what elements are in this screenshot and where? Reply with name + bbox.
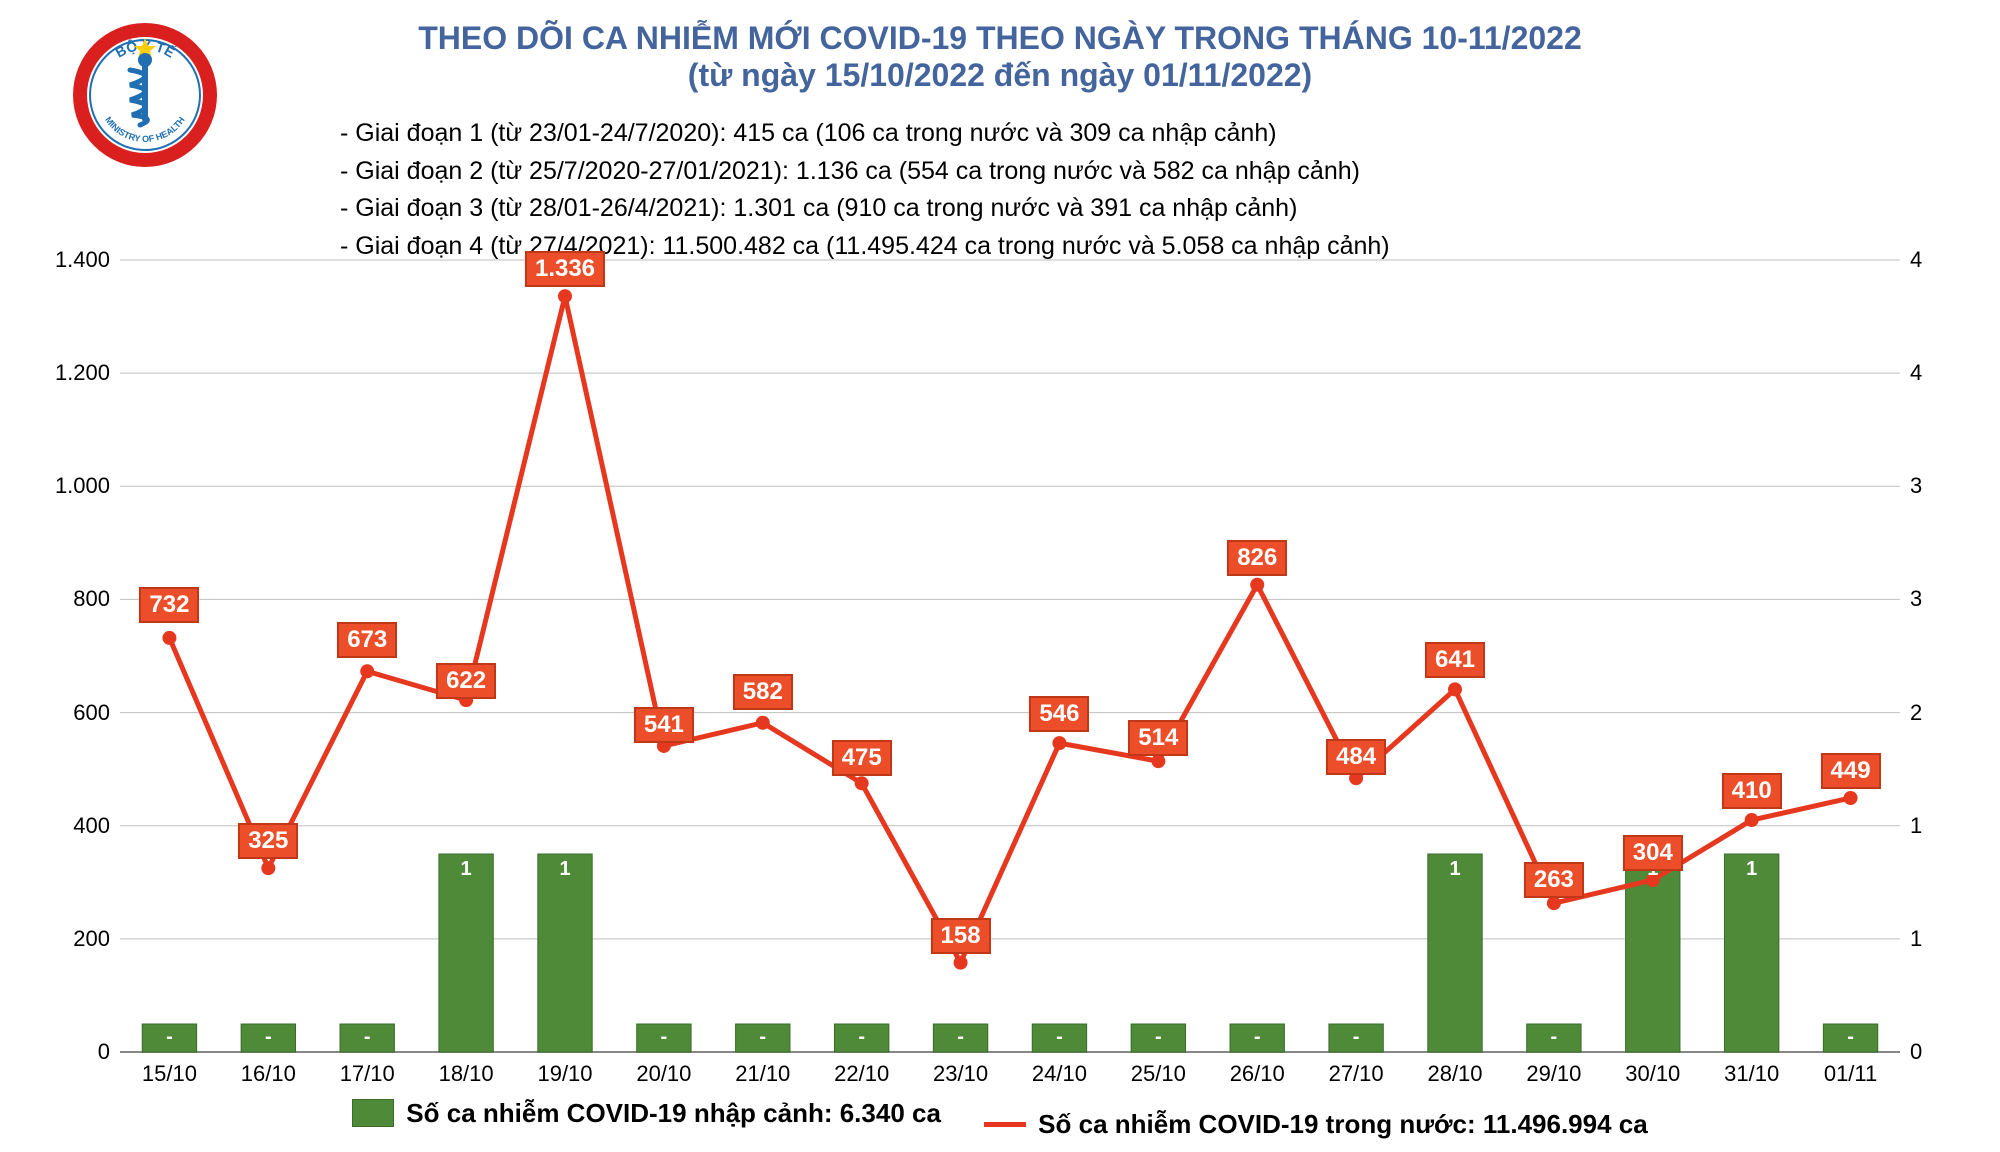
x-axis-tick: 22/10: [834, 1061, 889, 1087]
y-axis-left-tick: 400: [45, 813, 110, 839]
line-data-label: 449: [1821, 753, 1881, 789]
bar-label: -: [1353, 1026, 1360, 1049]
y-axis-left-tick: 1.000: [45, 473, 110, 499]
line-data-label: 410: [1722, 773, 1782, 809]
bar-label: -: [1056, 1026, 1063, 1049]
x-axis-tick: 28/10: [1427, 1061, 1482, 1087]
y-axis-right-tick: 3: [1910, 586, 1945, 612]
stage-1: - Giai đoạn 1 (từ 23/01-24/7/2020): 415 …: [340, 115, 1940, 153]
x-axis-tick: 26/10: [1230, 1061, 1285, 1087]
y-axis-right-tick: 4: [1910, 247, 1945, 273]
chart-title: THEO DÕI CA NHIỄM MỚI COVID-19 THEO NGÀY…: [0, 20, 2000, 94]
x-axis-tick: 16/10: [241, 1061, 296, 1087]
line-data-label: 263: [1524, 862, 1584, 898]
line-data-label: 475: [832, 740, 892, 776]
y-axis-left-tick: 600: [45, 700, 110, 726]
x-axis-tick: 20/10: [636, 1061, 691, 1087]
bar-label: 1: [1449, 858, 1460, 881]
line-data-label: 582: [733, 674, 793, 710]
line-data-label: 641: [1425, 642, 1485, 678]
x-axis-tick: 19/10: [537, 1061, 592, 1087]
x-axis-tick: 31/10: [1724, 1061, 1779, 1087]
stage-2: - Giai đoạn 2 (từ 25/7/2020-27/01/2021):…: [340, 153, 1940, 191]
chart-container: BỘ Y TẾ MINISTRY OF HEALTH THEO DÕI CA N…: [0, 0, 2000, 1152]
line-data-label: 826: [1227, 540, 1287, 576]
bar-label: -: [364, 1026, 371, 1049]
x-axis-tick: 15/10: [142, 1061, 197, 1087]
line-data-label: 541: [634, 707, 694, 743]
x-axis-tick: 01/11: [1824, 1061, 1877, 1087]
y-axis-right-tick: 2: [1910, 700, 1945, 726]
y-axis-left-tick: 1.200: [45, 360, 110, 386]
bar-label: -: [265, 1026, 272, 1049]
y-axis-left-tick: 800: [45, 586, 110, 612]
legend-line-text: Số ca nhiễm COVID-19 trong nước: 11.496.…: [1038, 1109, 1648, 1140]
y-axis-right-tick: 3: [1910, 473, 1945, 499]
title-line-1: THEO DÕI CA NHIỄM MỚI COVID-19 THEO NGÀY…: [0, 20, 2000, 57]
title-line-2: (từ ngày 15/10/2022 đến ngày 01/11/2022): [0, 57, 2000, 94]
y-axis-left-tick: 200: [45, 926, 110, 952]
y-axis-right-tick: 4: [1910, 360, 1945, 386]
plot-area: 0020014001600280031.00031.20041.4004-15/…: [120, 260, 1900, 1052]
x-axis-tick: 30/10: [1625, 1061, 1680, 1087]
line-data-label: 304: [1623, 835, 1683, 871]
bar-label: -: [957, 1026, 964, 1049]
x-axis-tick: 17/10: [340, 1061, 395, 1087]
x-axis-tick: 23/10: [933, 1061, 988, 1087]
legend-bar-swatch: [352, 1099, 394, 1127]
x-axis-tick: 18/10: [439, 1061, 494, 1087]
bar-label: 1: [1746, 858, 1757, 881]
line-data-label: 484: [1326, 739, 1386, 775]
stage-summary: - Giai đoạn 1 (từ 23/01-24/7/2020): 415 …: [340, 115, 1940, 265]
line-data-label: 546: [1029, 696, 1089, 732]
x-axis-tick: 27/10: [1329, 1061, 1384, 1087]
line-data-label: 514: [1128, 720, 1188, 756]
bar-label: -: [1847, 1026, 1854, 1049]
bar-label: 1: [559, 858, 570, 881]
line-data-label: 673: [337, 622, 397, 658]
line-data-label: 325: [238, 823, 298, 859]
y-axis-right-tick: 1: [1910, 813, 1945, 839]
line-data-label: 158: [931, 918, 991, 954]
legend-line: Số ca nhiễm COVID-19 trong nước: 11.496.…: [984, 1109, 1648, 1140]
x-axis-tick: 29/10: [1526, 1061, 1581, 1087]
x-axis-tick: 24/10: [1032, 1061, 1087, 1087]
bar-label: -: [1155, 1026, 1162, 1049]
stage-3: - Giai đoạn 3 (từ 28/01-26/4/2021): 1.30…: [340, 190, 1940, 228]
bar-label: -: [661, 1026, 668, 1049]
line-data-label: 622: [436, 663, 496, 699]
line-data-label: 732: [139, 587, 199, 623]
x-axis-tick: 25/10: [1131, 1061, 1186, 1087]
bar-label: -: [1551, 1026, 1558, 1049]
y-axis-right-tick: 0: [1910, 1039, 1945, 1065]
legend-bar: Số ca nhiễm COVID-19 nhập cảnh: 6.340 ca: [352, 1098, 941, 1129]
legend: Số ca nhiễm COVID-19 nhập cảnh: 6.340 ca…: [0, 1098, 2000, 1141]
bar-label: -: [1254, 1026, 1261, 1049]
y-axis-left-tick: 0: [45, 1039, 110, 1065]
bar-label: -: [858, 1026, 865, 1049]
x-axis-tick: 21/10: [735, 1061, 790, 1087]
legend-bar-text: Số ca nhiễm COVID-19 nhập cảnh: 6.340 ca: [406, 1098, 941, 1129]
bar-label: 1: [461, 858, 472, 881]
y-axis-left-tick: 1.400: [45, 247, 110, 273]
line-data-label: 1.336: [525, 251, 605, 287]
bar-label: -: [166, 1026, 173, 1049]
bar-label: -: [759, 1026, 766, 1049]
legend-line-swatch: [984, 1122, 1026, 1127]
y-axis-right-tick: 1: [1910, 926, 1945, 952]
